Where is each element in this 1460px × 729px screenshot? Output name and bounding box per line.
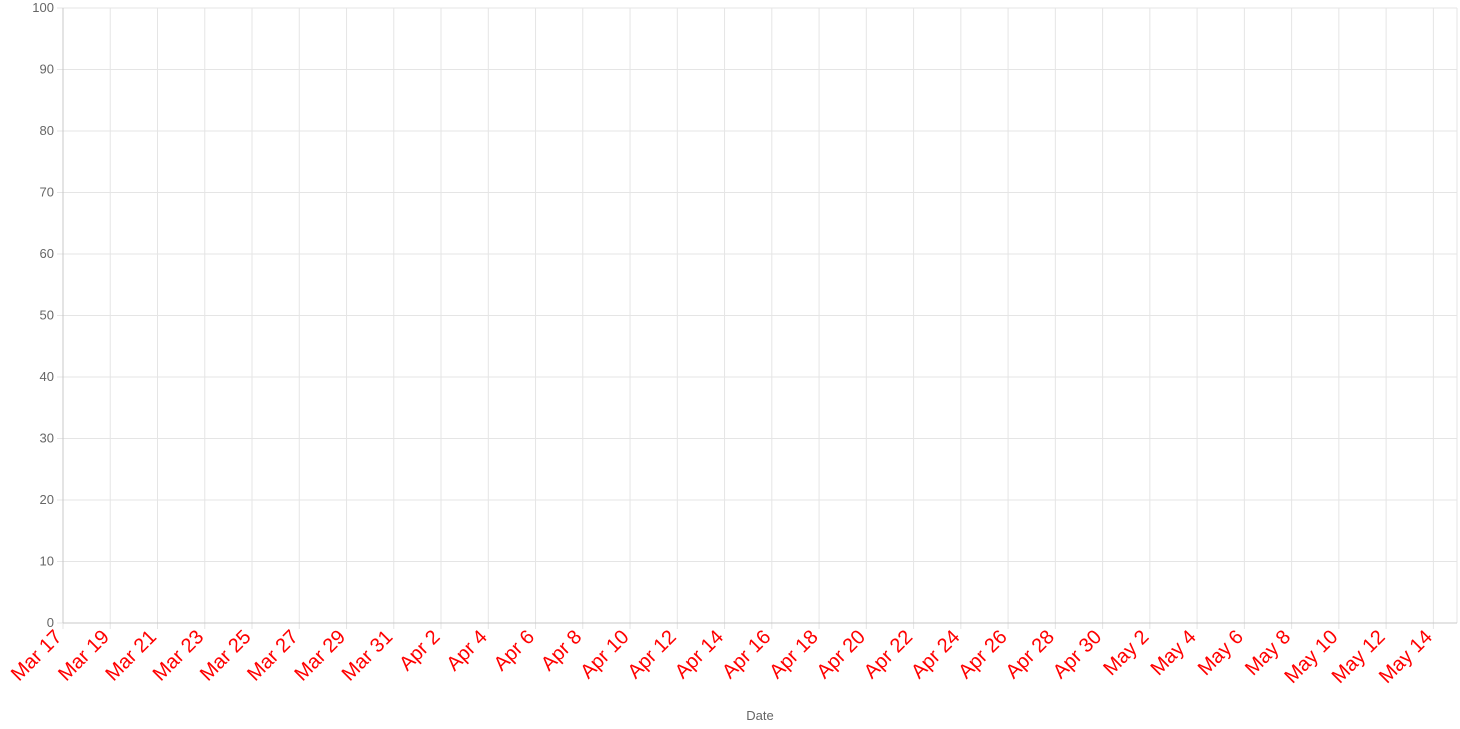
y-tick-label: 80: [40, 123, 54, 138]
y-tick-label: 40: [40, 369, 54, 384]
x-tick-label: Apr 30: [1049, 626, 1106, 683]
axes: [62, 8, 1457, 624]
x-tick-label: Apr 28: [1002, 626, 1059, 683]
x-tick-label: Apr 22: [860, 626, 917, 683]
y-tick-label: 30: [40, 431, 54, 446]
y-tick-label: 10: [40, 554, 54, 569]
x-tick-label: Apr 4: [442, 626, 491, 675]
x-tick-label: Apr 6: [490, 626, 539, 675]
x-tick-label: Mar 27: [243, 626, 303, 686]
x-tick-label: Mar 21: [101, 626, 161, 686]
x-tick-label: Mar 29: [290, 626, 350, 686]
y-tick-label: 70: [40, 185, 54, 200]
grid-y: [57, 7, 1457, 624]
grid-x: [62, 8, 1458, 629]
x-tick-label: Apr 2: [395, 626, 444, 675]
y-tick-label: 60: [40, 246, 54, 261]
x-tick-label: May 14: [1375, 626, 1437, 688]
x-axis-title: Date: [746, 708, 773, 723]
y-tick-label: 20: [40, 492, 54, 507]
x-tick-label: Apr 18: [765, 626, 822, 683]
x-tick-label: Apr 12: [624, 626, 681, 683]
x-tick-label: Apr 10: [576, 626, 633, 683]
x-tick-label: Apr 16: [718, 626, 775, 683]
x-tick-label: Apr 24: [907, 626, 964, 683]
x-tick-label: Apr 26: [954, 626, 1011, 683]
x-tick-label: Mar 17: [7, 626, 67, 686]
y-tick-label: 90: [40, 62, 54, 77]
x-tick-label: Mar 23: [149, 626, 209, 686]
x-tick-label: May 2: [1099, 626, 1153, 680]
y-tick-label: 0: [47, 615, 54, 630]
x-tick-label: Mar 19: [54, 626, 114, 686]
y-tick-label: 50: [40, 308, 54, 323]
y-tick-label: 100: [32, 0, 54, 15]
x-tick-label: Apr 20: [813, 626, 870, 683]
x-tick-label: May 6: [1194, 626, 1248, 680]
x-tick-label: Mar 25: [196, 626, 256, 686]
x-tick-label: Mar 31: [338, 626, 398, 686]
x-tick-label: Apr 14: [671, 626, 728, 683]
y-tick-labels: 0 10 20 30 40 50 60 70 80 90 100: [32, 0, 54, 630]
x-tick-label: May 4: [1147, 626, 1201, 680]
